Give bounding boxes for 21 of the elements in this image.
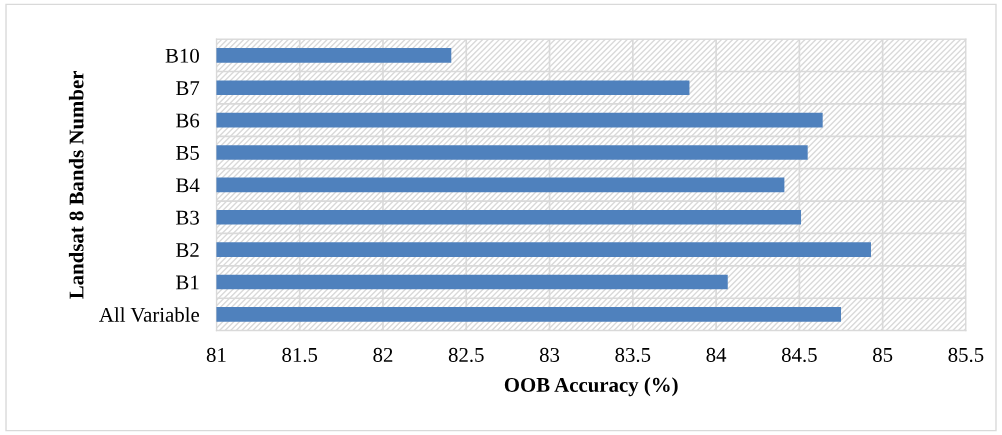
y-tick-label: B5 (176, 146, 199, 160)
x-tick-label: 81 (206, 347, 226, 362)
x-tick-label: 83.5 (615, 347, 651, 363)
y-tick-label: B7 (176, 81, 200, 96)
y-tick-label: B2 (176, 243, 199, 257)
x-tick-label: 81.5 (282, 347, 318, 363)
x-tick-label: 82 (373, 347, 393, 362)
x-tick-label: 84.5 (781, 347, 817, 363)
y-tick-label: B1 (176, 275, 199, 290)
y-tick-label: All Variable (99, 307, 200, 322)
x-axis-title: OOB Accuracy (%) (504, 377, 678, 397)
x-tick-label: 83 (539, 347, 560, 362)
y-axis-title: Landsat 8 Bands Number (68, 71, 84, 299)
x-tick-label: 85 (873, 347, 893, 362)
y-tick-label: B4 (176, 178, 200, 193)
y-tick-label: B3 (176, 210, 199, 225)
x-tick-label: 84 (706, 347, 727, 362)
y-tick-label: B10 (165, 48, 199, 63)
y-tick-label: B6 (176, 113, 200, 128)
x-tick-label: 82.5 (448, 347, 484, 363)
x-tick-label: 85.5 (948, 347, 984, 363)
